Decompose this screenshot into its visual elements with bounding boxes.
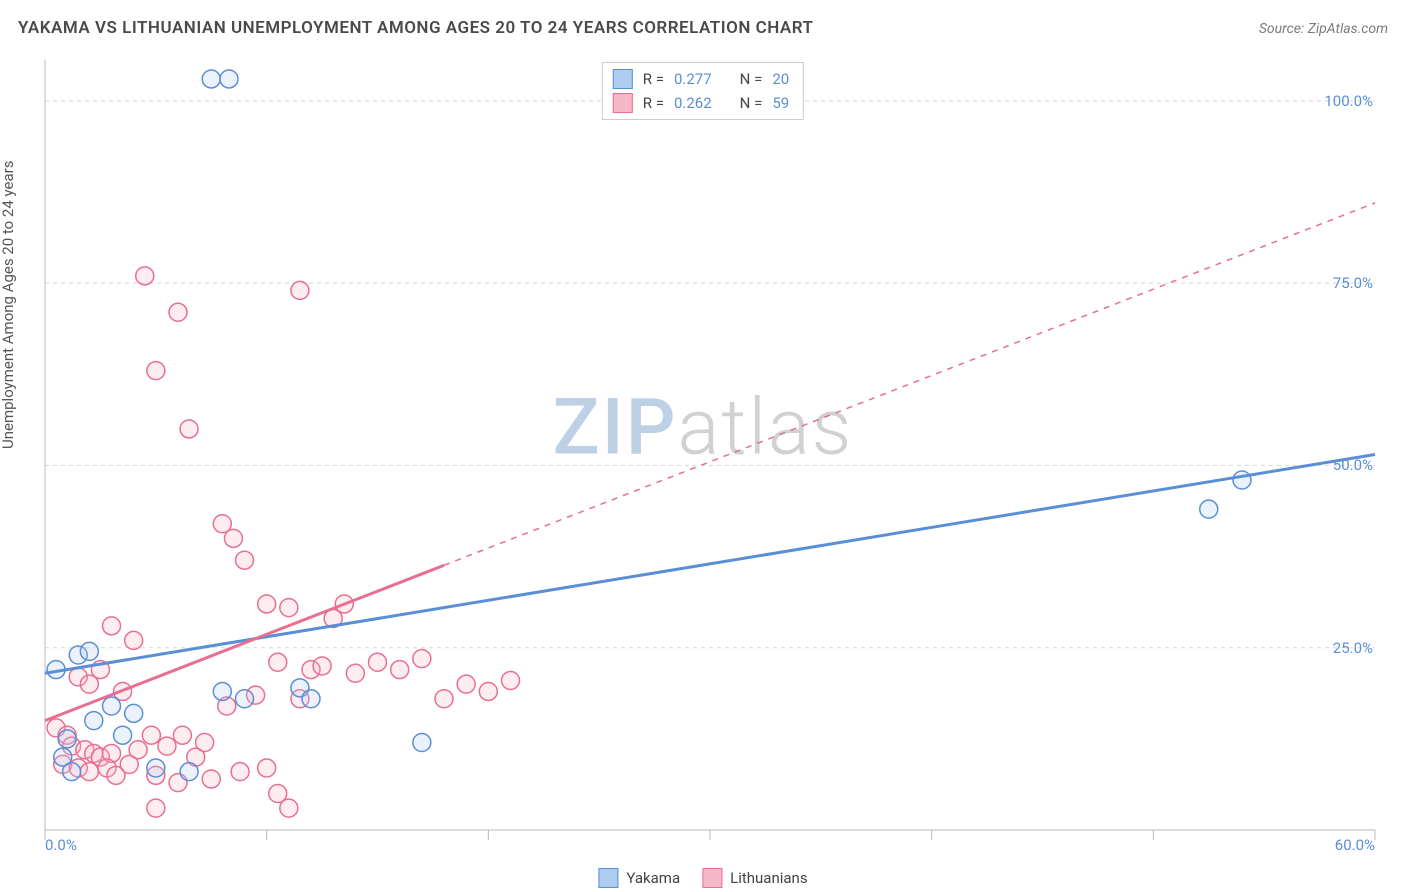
- legend-label: Yakama: [626, 869, 680, 887]
- data-point: [129, 741, 147, 759]
- chart-title: YAKAMA VS LITHUANIAN UNEMPLOYMENT AMONG …: [18, 18, 813, 38]
- data-point: [173, 726, 191, 744]
- legend-item: Lithuanians: [702, 868, 807, 888]
- data-point: [158, 737, 176, 755]
- data-point: [80, 763, 98, 781]
- data-point: [391, 661, 409, 679]
- data-point: [147, 759, 165, 777]
- data-point: [269, 653, 287, 671]
- data-point: [291, 281, 309, 299]
- data-point: [369, 653, 387, 671]
- chart-header: YAKAMA VS LITHUANIAN UNEMPLOYMENT AMONG …: [18, 18, 1388, 38]
- data-point: [196, 734, 214, 752]
- data-point: [169, 303, 187, 321]
- data-point: [180, 763, 198, 781]
- data-point: [280, 799, 298, 817]
- stats-legend: R = 0.277 N = 20 R = 0.262 N = 59: [602, 62, 804, 120]
- x-tick-label: 0.0%: [45, 836, 77, 854]
- data-point: [502, 672, 520, 690]
- legend-item: Yakama: [598, 868, 680, 888]
- data-point: [114, 726, 132, 744]
- stats-legend-row: R = 0.277 N = 20: [613, 67, 789, 91]
- plot-area: 25.0%50.0%75.0%100.0%0.0%60.0%: [45, 60, 1375, 830]
- data-point: [142, 726, 160, 744]
- legend-label: Lithuanians: [730, 869, 807, 887]
- y-axis-label: Unemployment Among Ages 20 to 24 years: [0, 161, 17, 449]
- data-point: [58, 730, 76, 748]
- data-point: [63, 763, 81, 781]
- data-point: [457, 675, 475, 693]
- r-value: 0.262: [674, 91, 712, 115]
- data-point: [220, 70, 238, 88]
- data-point: [180, 420, 198, 438]
- n-label: N =: [740, 67, 763, 91]
- data-point: [202, 770, 220, 788]
- y-tick-label: 100.0%: [1324, 92, 1373, 110]
- data-point: [236, 690, 254, 708]
- r-label: R =: [643, 67, 664, 91]
- data-point: [213, 682, 231, 700]
- data-point: [313, 657, 331, 675]
- legend-swatch: [702, 868, 722, 888]
- data-point: [80, 675, 98, 693]
- data-point: [1200, 500, 1218, 518]
- data-point: [413, 650, 431, 668]
- data-point: [258, 759, 276, 777]
- y-tick-label: 75.0%: [1333, 274, 1373, 292]
- data-point: [125, 704, 143, 722]
- y-tick-label: 50.0%: [1333, 456, 1373, 474]
- trend-line-extrapolated: [444, 203, 1375, 565]
- data-point: [103, 697, 121, 715]
- data-point: [413, 734, 431, 752]
- chart-source: Source: ZipAtlas.com: [1259, 21, 1388, 37]
- data-point: [479, 682, 497, 700]
- data-point: [280, 599, 298, 617]
- data-point: [147, 799, 165, 817]
- chart-svg: [45, 60, 1375, 830]
- data-point: [236, 551, 254, 569]
- data-point: [224, 529, 242, 547]
- legend-swatch: [598, 868, 618, 888]
- stats-legend-row: R = 0.262 N = 59: [613, 91, 789, 115]
- n-label: N =: [740, 91, 763, 115]
- data-point: [125, 631, 143, 649]
- data-point: [202, 70, 220, 88]
- data-point: [435, 690, 453, 708]
- series-legend: Yakama Lithuanians: [598, 868, 807, 888]
- data-point: [80, 642, 98, 660]
- r-value: 0.277: [674, 67, 712, 91]
- data-point: [147, 362, 165, 380]
- data-point: [346, 664, 364, 682]
- data-point: [103, 617, 121, 635]
- x-tick-label: 60.0%: [1335, 836, 1375, 854]
- data-point: [302, 690, 320, 708]
- data-point: [1233, 471, 1251, 489]
- n-value: 59: [772, 91, 789, 115]
- n-value: 20: [772, 67, 789, 91]
- data-point: [85, 712, 103, 730]
- data-point: [231, 763, 249, 781]
- legend-swatch: [613, 69, 633, 89]
- legend-swatch: [613, 93, 633, 113]
- data-point: [136, 267, 154, 285]
- r-label: R =: [643, 91, 664, 115]
- y-tick-label: 25.0%: [1333, 639, 1373, 657]
- data-point: [258, 595, 276, 613]
